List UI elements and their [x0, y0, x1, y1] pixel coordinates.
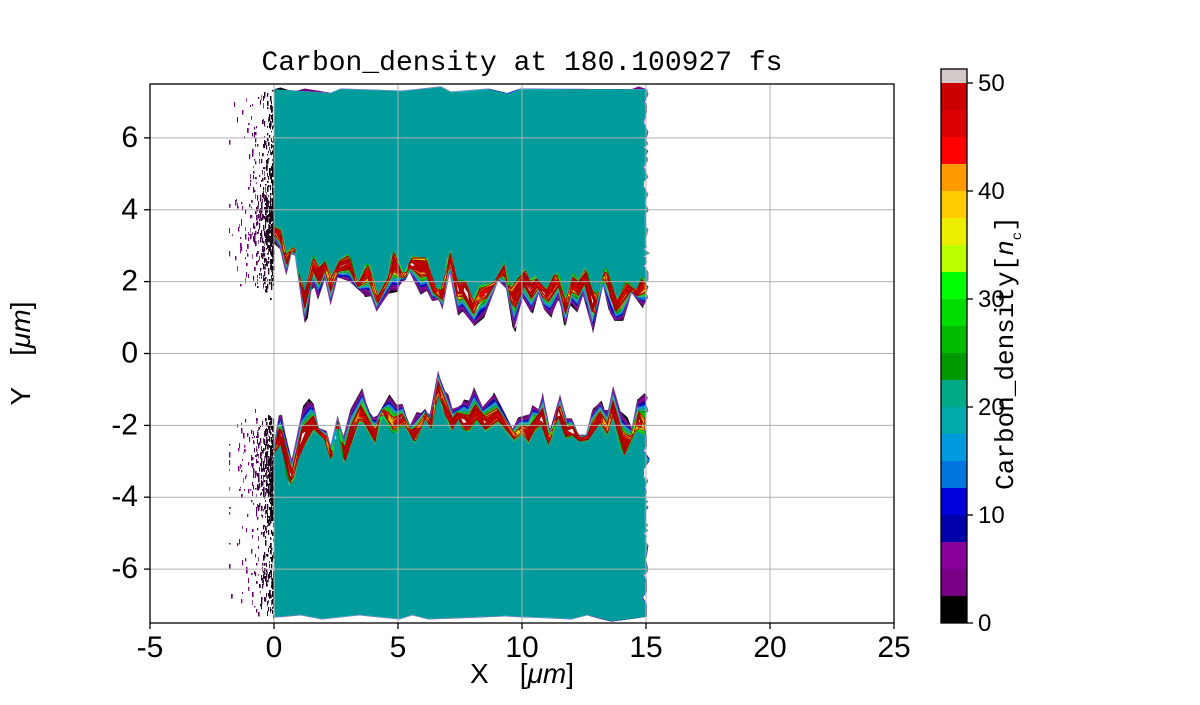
svg-text:X [μm]: X [μm] — [470, 658, 574, 689]
svg-text:Carbon_density at 180.100927 f: Carbon_density at 180.100927 fs — [262, 48, 783, 79]
svg-text:-5: -5 — [137, 631, 164, 664]
svg-text:6: 6 — [121, 121, 138, 154]
svg-text:-2: -2 — [111, 408, 138, 441]
svg-text:10: 10 — [978, 502, 1005, 529]
svg-text:0: 0 — [121, 337, 138, 370]
svg-text:15: 15 — [629, 631, 662, 664]
svg-text:40: 40 — [978, 178, 1005, 205]
svg-text:5: 5 — [390, 631, 407, 664]
svg-text:Y [μm]: Y [μm] — [5, 301, 36, 405]
svg-text:50: 50 — [978, 70, 1005, 97]
svg-text:4: 4 — [121, 193, 138, 226]
svg-text:-6: -6 — [111, 552, 138, 585]
svg-text:-4: -4 — [111, 480, 138, 513]
svg-text:0: 0 — [266, 631, 283, 664]
svg-text:Carbon_density[nc]: Carbon_density[nc] — [991, 216, 1026, 490]
svg-text:0: 0 — [978, 610, 991, 637]
svg-text:25: 25 — [877, 631, 910, 664]
svg-text:2: 2 — [121, 265, 138, 298]
svg-text:20: 20 — [753, 631, 786, 664]
